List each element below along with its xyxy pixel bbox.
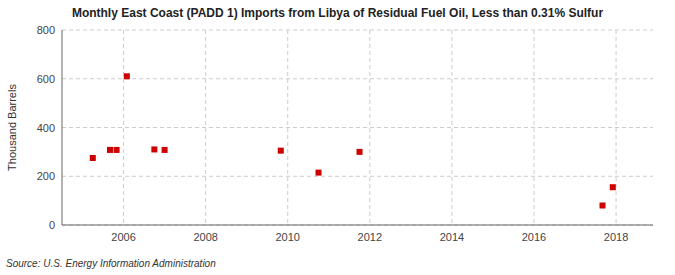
- grid-line-x: [533, 30, 534, 225]
- y-axis-line: [62, 30, 63, 225]
- point: [162, 147, 168, 153]
- point: [90, 155, 96, 161]
- grid-line-x: [205, 30, 206, 225]
- y-tick-label: 400: [37, 122, 55, 134]
- grid-line-y: [62, 30, 653, 31]
- grid-line-x: [616, 30, 617, 225]
- y-tick-label: 200: [37, 170, 55, 182]
- x-axis-line: [62, 225, 653, 226]
- x-tick-label: 2018: [604, 231, 628, 243]
- point: [357, 149, 363, 155]
- points: [90, 73, 616, 208]
- point: [316, 170, 322, 176]
- y-tick-label: 0: [49, 219, 55, 231]
- title: Monthly East Coast (PADD 1) Imports from…: [72, 6, 604, 20]
- point: [278, 148, 284, 154]
- y-tick-label: 600: [37, 73, 55, 85]
- point: [600, 203, 606, 209]
- grid-line-y: [62, 176, 653, 177]
- point: [114, 147, 120, 153]
- x-tick-label: 2010: [275, 231, 299, 243]
- chart-container: Monthly East Coast (PADD 1) Imports from…: [0, 0, 675, 275]
- grid-line-y: [62, 225, 653, 226]
- y-axis-label: Thousand Barrels: [6, 84, 18, 171]
- point: [124, 73, 130, 79]
- x-tick-label: 2006: [111, 231, 135, 243]
- x-tick-label: 2016: [522, 231, 546, 243]
- grid-line-y: [62, 127, 653, 128]
- x-tick-label: 2014: [440, 231, 464, 243]
- grid-line-x: [451, 30, 452, 225]
- grid-line-x: [123, 30, 124, 225]
- source: Source: U.S. Energy Information Administ…: [6, 258, 216, 269]
- grid-line-x: [287, 30, 288, 225]
- grid-line-y: [62, 78, 653, 79]
- point: [610, 184, 616, 190]
- grid: [62, 30, 653, 225]
- x-tick-label: 2012: [358, 231, 382, 243]
- point: [107, 147, 113, 153]
- y-tick-label: 800: [37, 24, 55, 36]
- chart: Monthly East Coast (PADD 1) Imports from…: [0, 0, 675, 275]
- point: [151, 146, 157, 152]
- x-tick-label: 2008: [193, 231, 217, 243]
- grid-line-x: [369, 30, 370, 225]
